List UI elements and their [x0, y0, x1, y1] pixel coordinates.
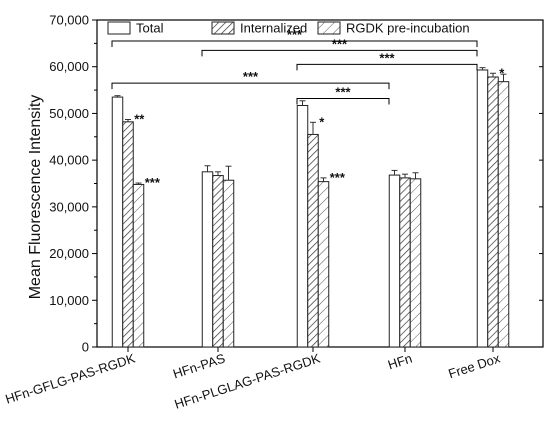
bar: [111, 96, 124, 348]
significance-bracket: [111, 40, 478, 48]
legend-label: RGDK pre-incubation: [346, 21, 470, 36]
bar: [201, 171, 214, 348]
bar: [476, 69, 489, 348]
bracket-label: ***: [332, 36, 348, 51]
legend-label: Total: [136, 21, 164, 36]
bar: [317, 181, 330, 348]
y-tick-label: 30,000: [49, 199, 89, 214]
significance-bracket: [296, 97, 390, 105]
significance-bracket: [296, 63, 478, 71]
significance-bracket: [111, 82, 390, 90]
bar: [296, 104, 309, 348]
y-tick-label: 10,000: [49, 293, 89, 308]
x-category-label: HFn: [386, 351, 414, 373]
bar: [409, 178, 422, 348]
y-tick-label: 60,000: [49, 59, 89, 74]
bar: [497, 81, 510, 348]
bracket-label: ***: [287, 27, 303, 42]
bar: [132, 183, 145, 348]
significance-label: *: [499, 65, 505, 80]
y-tick-label: 50,000: [49, 106, 89, 121]
x-category-label: HFn-GFLG-PAS-RGDK: [3, 350, 137, 406]
legend-swatch: [211, 21, 235, 35]
x-category-label: HFn-PAS: [171, 350, 227, 381]
legend-label: Internalized: [240, 21, 307, 36]
bar: [399, 177, 411, 348]
x-category-label: Free Dox: [446, 350, 502, 381]
bar: [212, 175, 224, 348]
significance-label: ***: [145, 175, 161, 190]
significance-label: *: [319, 114, 325, 129]
bracket-label: ***: [335, 84, 351, 99]
y-tick-label: 70,000: [49, 13, 89, 28]
legend-swatch: [107, 21, 131, 35]
legend-swatch: [317, 21, 341, 35]
bars-group: [111, 67, 510, 348]
x-axis: HFn-GFLG-PAS-RGDK HFn-PASHFn-PLGLAG-PAS-R…: [3, 347, 502, 412]
bracket-label: ***: [379, 50, 395, 65]
bar: [487, 76, 499, 348]
bar: [222, 179, 235, 348]
bar: [388, 174, 401, 348]
y-axis: 0 10,000 20,000 30,000 40,000 50,000 60,000 70,…: [49, 13, 543, 355]
significance-brackets: *** *** *** *** ***: [111, 27, 478, 105]
bracket-label: ***: [243, 69, 259, 84]
significance-label: **: [134, 112, 145, 127]
bar: [122, 121, 134, 348]
y-tick-label: 0: [82, 340, 89, 355]
legend: Total Internalized RGDK pre-incubation: [107, 21, 470, 36]
annotations-group: **********: [134, 65, 505, 190]
y-axis-title: Mean Fluorescence Intensity: [27, 95, 44, 300]
y-tick-label: 20,000: [49, 246, 89, 261]
y-tick-label: 40,000: [49, 153, 89, 168]
bar: [307, 133, 319, 348]
significance-bracket: [201, 49, 478, 57]
significance-label: ***: [330, 170, 346, 185]
